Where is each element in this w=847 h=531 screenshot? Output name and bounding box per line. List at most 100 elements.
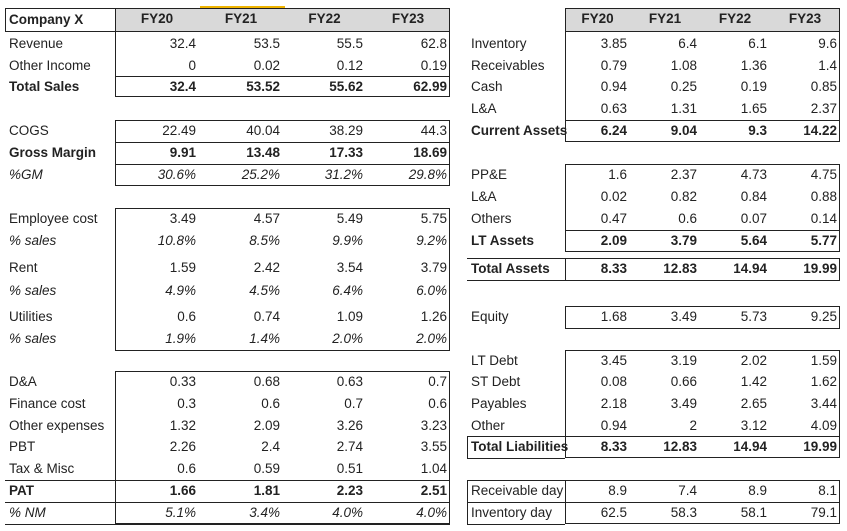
value-cell[interactable]: 2.18 <box>600 396 627 411</box>
value-cell[interactable]: 2.23 <box>336 483 363 498</box>
value-cell[interactable]: 62.5 <box>600 505 627 520</box>
value-cell[interactable]: 32.4 <box>169 79 196 94</box>
value-cell[interactable]: 1.6 <box>608 167 627 182</box>
value-cell[interactable]: 0.68 <box>253 374 280 389</box>
value-cell[interactable]: 14.94 <box>733 439 767 454</box>
value-cell[interactable]: 2.09 <box>600 233 627 248</box>
value-cell[interactable]: 8.33 <box>600 261 627 276</box>
value-cell[interactable]: 5.1% <box>165 505 196 520</box>
value-cell[interactable]: 1.66 <box>169 483 196 498</box>
value-cell[interactable]: 9.91 <box>169 145 196 160</box>
value-cell[interactable]: 0.51 <box>336 461 363 476</box>
value-cell[interactable]: 8.33 <box>600 439 627 454</box>
value-cell[interactable]: 3.49 <box>169 211 196 226</box>
value-cell[interactable]: 0.85 <box>810 79 837 94</box>
value-cell[interactable]: 4.73 <box>740 167 767 182</box>
value-cell[interactable]: 0.59 <box>253 461 280 476</box>
value-cell[interactable]: 8.1 <box>818 483 837 498</box>
value-cell[interactable]: 0.02 <box>253 58 280 73</box>
value-cell[interactable]: 2.37 <box>670 167 697 182</box>
value-cell[interactable]: 3.12 <box>740 418 767 433</box>
value-cell[interactable]: 4.9% <box>165 283 196 298</box>
value-cell[interactable]: 3.26 <box>336 418 363 433</box>
value-cell[interactable]: 22.49 <box>162 123 196 138</box>
value-cell[interactable]: 2.0% <box>332 331 363 346</box>
value-cell[interactable]: 0.25 <box>670 79 697 94</box>
value-cell[interactable]: 3.23 <box>420 418 447 433</box>
value-cell[interactable]: 10.8% <box>157 233 196 248</box>
value-cell[interactable]: 40.04 <box>246 123 280 138</box>
value-cell[interactable]: 3.49 <box>670 309 697 324</box>
value-cell[interactable]: 3.79 <box>670 233 697 248</box>
value-cell[interactable]: 31.2% <box>324 167 363 182</box>
value-cell[interactable]: 0.94 <box>600 79 627 94</box>
value-cell[interactable]: 0.88 <box>810 189 837 204</box>
value-cell[interactable]: 9.6 <box>818 36 837 51</box>
value-cell[interactable]: 5.75 <box>420 211 447 226</box>
value-cell[interactable]: 1.59 <box>810 353 837 368</box>
value-cell[interactable]: 0.82 <box>670 189 697 204</box>
value-cell[interactable]: 25.2% <box>241 167 280 182</box>
value-cell[interactable]: 4.0% <box>416 505 447 520</box>
value-cell[interactable]: 17.33 <box>329 145 363 160</box>
value-cell[interactable]: 1.65 <box>740 101 767 116</box>
value-cell[interactable]: 0.3 <box>177 396 196 411</box>
value-cell[interactable]: 9.25 <box>810 309 837 324</box>
value-cell[interactable]: 1.36 <box>740 58 767 73</box>
value-cell[interactable]: 14.94 <box>733 261 767 276</box>
value-cell[interactable]: 0.6 <box>261 396 280 411</box>
value-cell[interactable]: 0.07 <box>740 211 767 226</box>
value-cell[interactable]: 7.4 <box>678 483 697 498</box>
value-cell[interactable]: 3.54 <box>336 260 363 275</box>
value-cell[interactable]: 9.2% <box>416 233 447 248</box>
value-cell[interactable]: 0.63 <box>600 101 627 116</box>
value-cell[interactable]: 0.7 <box>428 374 447 389</box>
value-cell[interactable]: 58.1 <box>740 505 767 520</box>
value-cell[interactable]: 29.8% <box>408 167 447 182</box>
value-cell[interactable]: 0.94 <box>600 418 627 433</box>
column-header[interactable]: FY20 <box>581 11 614 26</box>
value-cell[interactable]: 1.9% <box>165 331 196 346</box>
value-cell[interactable]: 0.74 <box>253 309 280 324</box>
value-cell[interactable]: 3.79 <box>420 260 447 275</box>
value-cell[interactable]: 2.4 <box>261 439 280 454</box>
column-header[interactable]: FY20 <box>140 11 174 26</box>
column-header[interactable]: FY21 <box>648 11 682 26</box>
value-cell[interactable]: 1.4 <box>818 58 837 73</box>
value-cell[interactable]: 2.0% <box>416 331 447 346</box>
value-cell[interactable]: 1.32 <box>169 418 196 433</box>
value-cell[interactable]: 0.6 <box>428 396 447 411</box>
value-cell[interactable]: 3.85 <box>600 36 627 51</box>
value-cell[interactable]: 1.4% <box>249 331 280 346</box>
value-cell[interactable]: 62.99 <box>413 79 447 94</box>
value-cell[interactable]: 1.31 <box>670 101 697 116</box>
value-cell[interactable]: 19.99 <box>803 261 837 276</box>
value-cell[interactable]: 2.42 <box>253 260 280 275</box>
value-cell[interactable]: 0.6 <box>177 309 196 324</box>
value-cell[interactable]: 2.02 <box>740 353 767 368</box>
value-cell[interactable]: 30.6% <box>157 167 196 182</box>
value-cell[interactable]: 12.83 <box>663 261 697 276</box>
value-cell[interactable]: 1.59 <box>169 260 196 275</box>
value-cell[interactable]: 2.26 <box>169 439 196 454</box>
column-header[interactable]: FY23 <box>391 11 425 26</box>
value-cell[interactable]: 0.12 <box>336 58 363 73</box>
value-cell[interactable]: 9.3 <box>748 123 767 138</box>
value-cell[interactable]: 0.6 <box>177 461 196 476</box>
value-cell[interactable]: 3.45 <box>600 353 627 368</box>
value-cell[interactable]: 2.37 <box>810 101 837 116</box>
value-cell[interactable]: 58.3 <box>670 505 697 520</box>
value-cell[interactable]: 5.77 <box>810 233 837 248</box>
value-cell[interactable]: 0.33 <box>169 374 196 389</box>
column-header[interactable]: FY22 <box>308 11 341 26</box>
value-cell[interactable]: 3.49 <box>670 396 697 411</box>
value-cell[interactable]: 18.69 <box>413 145 447 160</box>
value-cell[interactable]: 38.29 <box>329 123 363 138</box>
value-cell[interactable]: 1.08 <box>670 58 697 73</box>
value-cell[interactable]: 1.62 <box>810 374 837 389</box>
value-cell[interactable]: 9.04 <box>670 123 697 138</box>
value-cell[interactable]: 3.55 <box>420 439 447 454</box>
value-cell[interactable]: 1.68 <box>600 309 627 324</box>
value-cell[interactable]: 53.5 <box>253 36 280 51</box>
value-cell[interactable]: 0.7 <box>344 396 363 411</box>
